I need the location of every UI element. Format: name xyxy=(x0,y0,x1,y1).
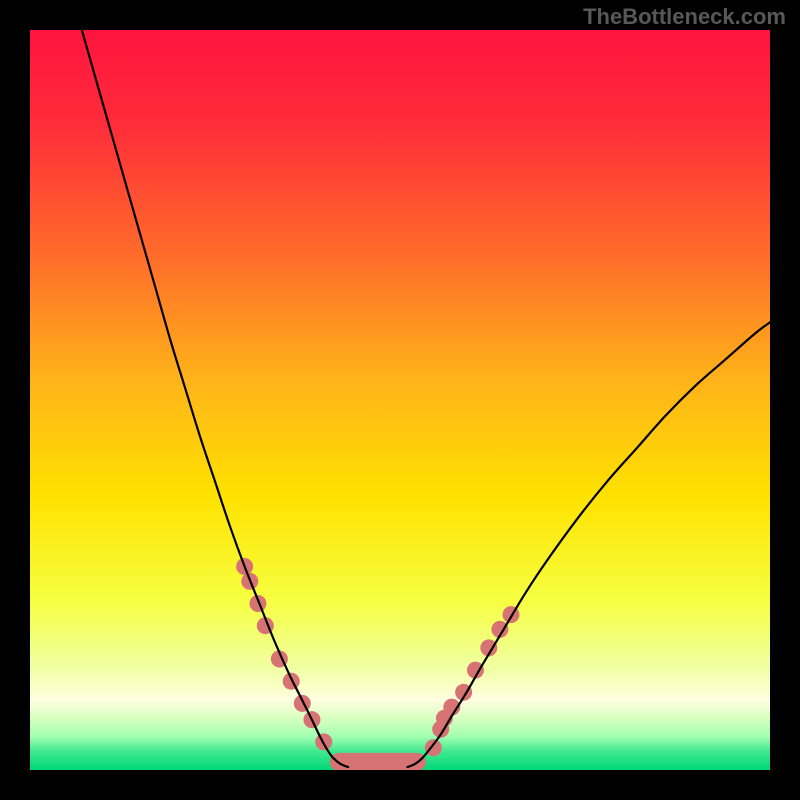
dot xyxy=(283,673,300,690)
plot-area xyxy=(30,30,770,770)
valley-bar xyxy=(330,753,426,770)
chart-svg xyxy=(30,30,770,770)
watermark-text: TheBottleneck.com xyxy=(583,4,786,30)
dot xyxy=(294,695,311,712)
gradient-background xyxy=(30,30,770,770)
